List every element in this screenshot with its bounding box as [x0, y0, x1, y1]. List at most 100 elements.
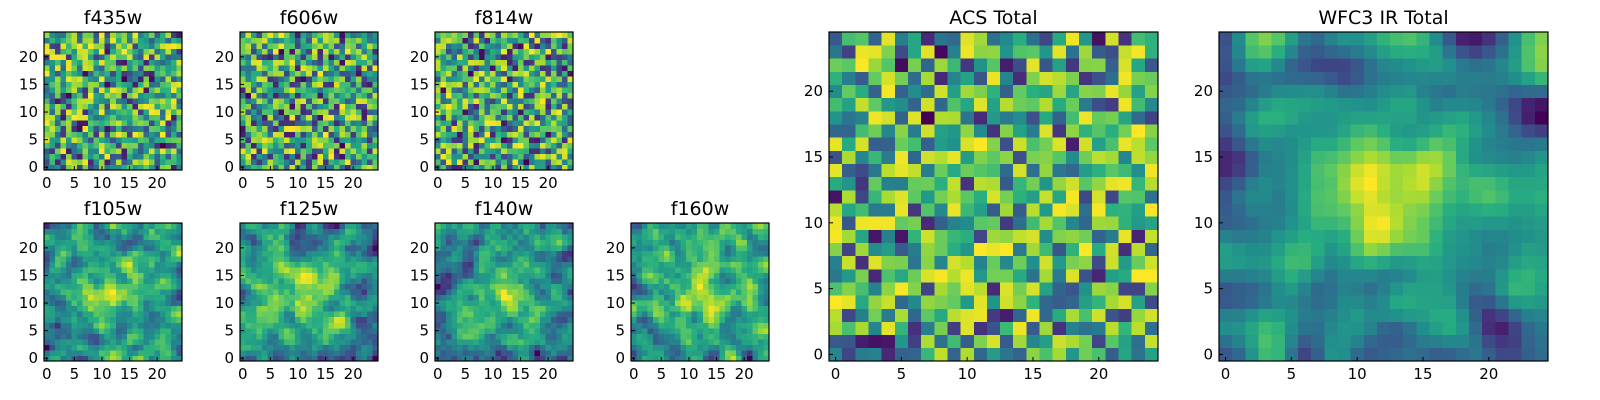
heatmap-cell — [501, 98, 508, 105]
heatmap-cell — [251, 234, 257, 240]
heatmap-cell — [372, 239, 379, 246]
y-tick-label: 10 — [215, 103, 234, 121]
heatmap-cell — [642, 294, 648, 301]
heatmap-cell — [245, 228, 252, 235]
heatmap-cell — [372, 114, 379, 121]
heatmap-cell — [567, 272, 574, 279]
heatmap-cell — [361, 136, 368, 143]
heatmap-cell — [664, 322, 671, 329]
heatmap-cell — [71, 278, 78, 285]
heatmap-cell — [60, 125, 67, 132]
heatmap-cell — [295, 333, 302, 340]
heatmap-cell — [881, 216, 896, 230]
heatmap-cell — [99, 37, 106, 44]
heatmap-cell — [934, 255, 948, 270]
heatmap-cell — [333, 37, 340, 44]
heatmap-cell — [567, 355, 574, 362]
heatmap-cell — [267, 65, 274, 72]
heatmap-cell — [512, 250, 519, 257]
heatmap-cell — [534, 81, 541, 88]
heatmap-cell — [82, 43, 89, 49]
heatmap-cell — [300, 76, 307, 83]
heatmap-cell — [110, 239, 117, 246]
heatmap-cell — [93, 333, 100, 340]
heatmap-cell — [446, 158, 452, 165]
heatmap-cell — [350, 267, 357, 274]
heatmap-cell — [44, 70, 50, 77]
heatmap-cell — [154, 125, 161, 132]
heatmap-cell — [451, 54, 458, 60]
heatmap-cell — [372, 327, 379, 334]
heatmap-cell — [894, 308, 909, 322]
heatmap-cell — [322, 103, 329, 110]
heatmap-cell — [245, 98, 252, 105]
heatmap-cell — [669, 223, 676, 229]
heatmap-cell — [495, 261, 502, 268]
heatmap-cell — [176, 272, 183, 279]
heatmap-cell — [446, 250, 452, 257]
heatmap-cell — [256, 311, 263, 318]
heatmap-cell — [484, 54, 491, 60]
heatmap-cell — [121, 250, 128, 257]
heatmap-cell — [523, 239, 530, 246]
heatmap-cell — [921, 282, 935, 296]
heatmap-cell — [708, 245, 715, 251]
heatmap-cell — [550, 136, 557, 143]
heatmap-cell — [148, 81, 155, 88]
heatmap-cell — [512, 327, 519, 334]
heatmap-cell — [77, 43, 84, 49]
heatmap-cell — [344, 114, 351, 121]
heatmap-cell — [512, 344, 519, 351]
heatmap-cell — [137, 349, 144, 356]
heatmap-cell — [719, 256, 726, 263]
heatmap-cell — [306, 272, 313, 279]
heatmap-cell — [361, 256, 368, 263]
heatmap-cell — [350, 76, 357, 83]
heatmap-cell — [284, 142, 291, 149]
heatmap-cell — [322, 289, 329, 296]
heatmap-cell — [66, 223, 72, 229]
heatmap-cell — [350, 81, 357, 88]
heatmap-cell — [350, 48, 357, 55]
heatmap-cell — [372, 158, 379, 165]
heatmap-cell — [462, 261, 469, 268]
heatmap-cell — [245, 142, 252, 149]
heatmap-cell — [154, 81, 161, 88]
heatmap-cell — [333, 327, 340, 334]
heatmap-cell — [159, 272, 166, 279]
y-tick-label: 15 — [19, 266, 38, 284]
heatmap-cell — [757, 333, 764, 340]
heatmap-cell — [132, 142, 139, 149]
heatmap-cell — [1026, 150, 1040, 164]
heatmap-cell — [311, 131, 318, 138]
heatmap-cell — [132, 136, 139, 143]
heatmap-cell — [1105, 124, 1119, 138]
heatmap-cell — [278, 272, 285, 279]
heatmap-cell — [306, 158, 313, 165]
heatmap-cell — [317, 147, 324, 154]
heatmap-cell — [355, 261, 362, 268]
heatmap-cell — [719, 239, 726, 246]
heatmap-cell — [523, 54, 530, 60]
heatmap-cell — [333, 120, 340, 127]
heatmap-cell — [730, 338, 737, 345]
heatmap-cell — [435, 147, 441, 154]
heatmap-cell — [512, 164, 519, 171]
heatmap-cell — [1013, 216, 1027, 230]
heatmap-cell — [165, 283, 172, 290]
heatmap-cell — [284, 283, 291, 290]
heatmap-cell — [763, 278, 770, 285]
heatmap-cell — [77, 239, 84, 246]
heatmap-cell — [973, 321, 988, 336]
heatmap-cell — [170, 283, 177, 290]
heatmap-cell — [658, 261, 665, 268]
heatmap-cell — [322, 70, 329, 77]
heatmap-cell — [921, 124, 935, 138]
heatmap-cell — [484, 81, 491, 88]
heatmap-cell — [267, 87, 274, 94]
heatmap-cell — [829, 242, 843, 257]
heatmap-cell — [317, 164, 324, 171]
heatmap-cell — [735, 316, 742, 323]
heatmap-cell — [104, 48, 111, 55]
heatmap-cell — [479, 278, 486, 285]
